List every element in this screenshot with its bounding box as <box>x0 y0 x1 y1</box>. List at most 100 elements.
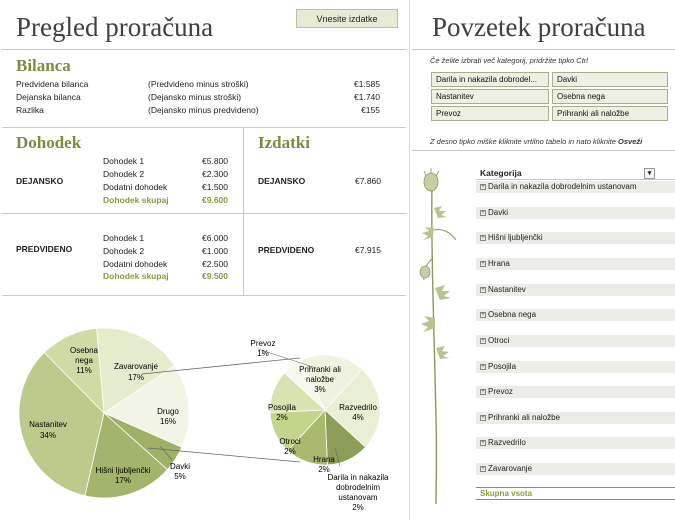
pivot-row[interactable]: + Nastanitev <box>476 284 675 296</box>
slice-label-darila: Darila in nakazila dobrodelnim ustanovam 2% <box>328 473 389 512</box>
slice-label-hrana: Hrana 2% <box>313 455 335 474</box>
slicer-button[interactable]: Nastanitev <box>431 89 549 104</box>
pivot-header: Kategorija ▾ <box>476 168 675 180</box>
expand-icon[interactable]: + <box>480 439 486 446</box>
pie-slice-razvedrilo <box>324 368 381 448</box>
refresh-hint: Z desno tipko miške kliknite vrtilno tab… <box>430 137 642 146</box>
income-title: Dohodek <box>16 133 82 152</box>
balance-formula: (Predvideno minus stroški) <box>148 79 249 89</box>
pie-slice-zavarovanje <box>96 327 176 414</box>
income-row-value: €1.000 <box>202 246 228 256</box>
slicer-button[interactable]: Darila in nakazila dobrodel... <box>431 72 549 87</box>
enter-expenses-button[interactable]: Vnesite izdatke <box>296 9 398 28</box>
slicer-button[interactable]: Prihranki ali naložbe <box>552 106 668 121</box>
pivot-row-label: Prevoz <box>488 387 513 396</box>
income-row-label: Dodatni dohodek <box>103 259 168 269</box>
pie-slice-osebna-nega <box>43 327 105 415</box>
income-row-value: €5.800 <box>202 156 228 166</box>
divider <box>2 49 406 50</box>
pivot-row[interactable]: + Osebna nega <box>476 309 675 321</box>
income-total-value: €9.600 <box>202 195 228 205</box>
slicer-hint: Če želite izbrati več kategorij, pridrži… <box>430 56 588 65</box>
balance-formula: (Dejansko minus predvideno) <box>148 105 259 115</box>
filter-dropdown-icon[interactable]: ▾ <box>644 168 655 179</box>
summary-title: Povzetek proračuna <box>432 12 646 42</box>
slice-label-prevoz: Prevoz 1% <box>251 339 276 358</box>
balance-formula: (Dejansko minus stroški) <box>148 92 242 102</box>
expenses-projected-value: €7.915 <box>355 245 381 255</box>
slice-label-osebna: Osebna nega 11% <box>70 346 99 375</box>
pivot-row-label: Otroci <box>488 336 510 345</box>
pivot-row[interactable]: + Zavarovanje <box>476 463 675 475</box>
balance-title: Bilanca <box>16 56 71 75</box>
secondary-pie <box>269 354 381 466</box>
pivot-row-label: Hrana <box>488 259 510 268</box>
divider <box>412 150 675 151</box>
pivot-row[interactable]: + Otroci <box>476 335 675 347</box>
income-row-label: Dohodek 1 <box>103 233 145 243</box>
connector-line <box>147 447 301 463</box>
pivot-row[interactable]: + Hišni ljubljenčki <box>476 232 675 244</box>
pivot-row-label: Razvedrilo <box>488 438 526 447</box>
divider <box>412 49 675 50</box>
expenses-projected-label: PREDVIDENO <box>258 245 315 255</box>
pivot-row-label: Hišni ljubljenčki <box>488 233 543 242</box>
pie-slice-prevoz <box>283 359 326 411</box>
expand-icon[interactable]: + <box>480 209 486 216</box>
divider <box>2 295 406 296</box>
pivot-row-label: Prihranki ali naložbe <box>488 413 561 422</box>
expand-icon[interactable]: + <box>480 363 486 370</box>
expand-icon[interactable]: + <box>480 388 486 395</box>
slice-label-posojila: Posojila 2% <box>268 403 297 422</box>
balance-label: Razlika <box>16 105 44 115</box>
pivot-row-label: Darila in nakazila dobrodelnim ustanovam <box>488 182 637 191</box>
pivot-grand-total: Skupna vsota <box>476 487 675 500</box>
income-total-label: Dohodek skupaj <box>103 271 169 281</box>
leader-line <box>159 445 173 461</box>
income-actual-label: DEJANSKO <box>16 176 64 186</box>
income-row-value: €1.500 <box>202 182 228 192</box>
pivot-row[interactable]: + Razvedrilo <box>476 437 675 449</box>
expand-icon[interactable]: + <box>480 311 486 318</box>
balance-label: Dejanska bilanca <box>16 92 81 102</box>
income-row-value: €2.300 <box>202 169 228 179</box>
expand-icon[interactable]: + <box>480 414 486 421</box>
slice-label-prihranki: Prihranki ali naložbe 3% <box>299 365 341 394</box>
expenses-actual-value: €7.860 <box>355 176 381 186</box>
pivot-row[interactable]: + Davki <box>476 207 675 219</box>
slicer-button[interactable]: Osebna nega <box>552 89 668 104</box>
page-separator <box>409 0 410 520</box>
slicer-button[interactable]: Prevoz <box>431 106 549 121</box>
leader-line <box>257 348 317 369</box>
pivot-row[interactable]: + Darila in nakazila dobrodelnim ustanova… <box>476 181 675 193</box>
expand-icon[interactable]: + <box>480 465 486 472</box>
pivot-row-label: Zavarovanje <box>488 464 533 473</box>
refresh-hint-text: Z desno tipko miške kliknite vrtilno tab… <box>430 137 616 146</box>
pivot-row[interactable]: + Posojila <box>476 361 675 373</box>
expand-icon[interactable]: + <box>480 234 486 241</box>
slicer-button[interactable]: Davki <box>552 72 668 87</box>
slice-label-otroci: Otroci 2% <box>279 437 301 456</box>
income-total-label: Dohodek skupaj <box>103 195 169 205</box>
expenses-title: Izdatki <box>258 133 310 152</box>
pivot-row[interactable]: + Prihranki ali naložbe <box>476 412 675 424</box>
income-row-label: Dohodek 2 <box>103 246 145 256</box>
pivot-header-label: Kategorija <box>480 168 522 178</box>
pivot-row[interactable]: + Prevoz <box>476 386 675 398</box>
pivot-row[interactable]: + Hrana <box>476 258 675 270</box>
income-total-value: €9.500 <box>202 271 228 281</box>
refresh-word: Osveži <box>618 137 643 146</box>
income-row-label: Dodatni dohodek <box>103 182 168 192</box>
balance-value: €1.585 <box>354 79 380 89</box>
income-row-value: €6.000 <box>202 233 228 243</box>
expand-icon[interactable]: + <box>480 286 486 293</box>
divider <box>243 127 244 295</box>
expand-icon[interactable]: + <box>480 183 486 190</box>
expenses-actual-label: DEJANSKO <box>258 176 306 186</box>
pie-slice-prihranki-ali-nalo-be <box>301 354 363 411</box>
expand-icon[interactable]: + <box>480 337 486 344</box>
main-pie <box>18 327 190 499</box>
pie-slice-nastanitev <box>18 351 105 497</box>
pivot-row-label: Davki <box>488 208 509 217</box>
expand-icon[interactable]: + <box>480 260 486 267</box>
